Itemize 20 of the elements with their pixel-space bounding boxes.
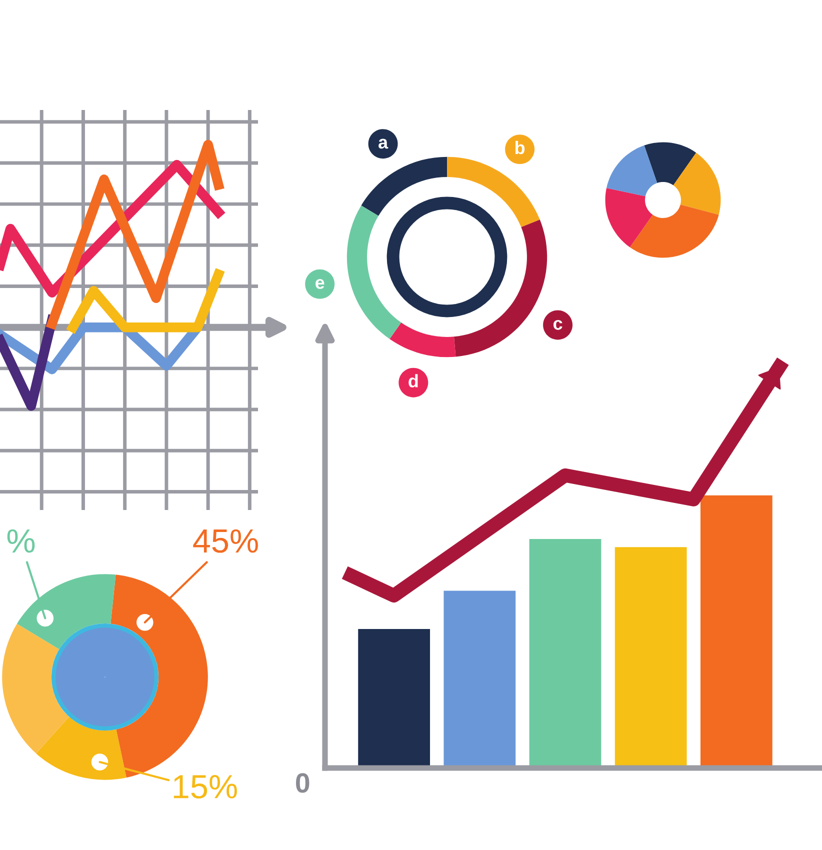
slice-label: b — [515, 140, 525, 154]
slice-label: c — [553, 320, 562, 330]
donut-slice — [346, 205, 402, 340]
donut-slice — [361, 156, 448, 216]
donut-slice — [630, 204, 719, 258]
slice-label: e — [316, 279, 324, 289]
data-label: 15% — [174, 775, 237, 799]
slice-label: a — [378, 138, 388, 149]
donut-slice — [605, 188, 653, 248]
donut-slice — [454, 220, 548, 357]
donut-slice — [644, 142, 696, 186]
slice-label: d — [408, 374, 418, 388]
text: 0 — [296, 773, 310, 793]
data-label: % — [7, 529, 35, 553]
donut-slice — [673, 152, 721, 215]
donut-slice — [606, 145, 658, 196]
donut-slice — [447, 156, 540, 228]
donut-slice — [2, 624, 70, 754]
donut-slice — [390, 322, 456, 358]
data-label: 45% — [193, 529, 258, 553]
